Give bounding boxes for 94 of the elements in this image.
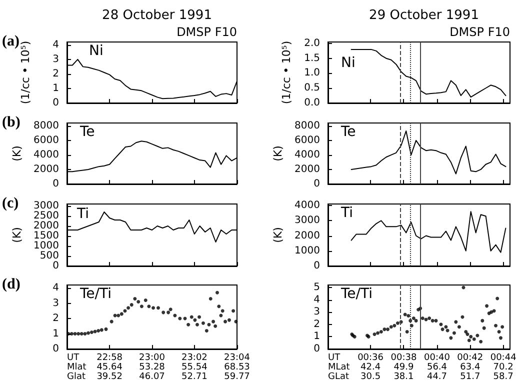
text: UT Mlat Glat xyxy=(67,352,87,382)
y-tick-label: 2000 xyxy=(34,220,59,232)
y-tick-label: 1000 xyxy=(294,245,320,256)
y-axis-title: (K) xyxy=(272,227,285,243)
y-axis-title: (K) xyxy=(272,146,285,162)
series-label: Te/Ti xyxy=(79,286,112,302)
y-tick-label: 2000 xyxy=(294,164,320,175)
text: 68.53 xyxy=(224,362,250,372)
y-tick-label: 3000 xyxy=(34,200,59,212)
y-tick-label: 5 xyxy=(314,282,320,293)
text: 63.4 xyxy=(460,362,480,372)
series-label: Ni xyxy=(89,43,104,59)
y-tick-label: 2500 xyxy=(34,210,59,222)
x-tick-label: 22:58 xyxy=(96,352,123,363)
y-tick-label: 0 xyxy=(52,260,59,272)
x-tick-label: 23:00 xyxy=(139,352,166,363)
y-axis-title: (1/cc • 10⁵) xyxy=(19,40,32,104)
y-tick-label: 1 xyxy=(52,328,59,340)
text: UT MLat GLat xyxy=(328,352,350,382)
text: Te xyxy=(340,124,356,140)
y-tick-label: 4 xyxy=(52,282,59,294)
x-tick-label: 00:42 xyxy=(457,352,484,363)
x-tick-label: 00:44 xyxy=(490,352,517,363)
y-tick-label: 0.0 xyxy=(304,98,320,108)
text: (a) xyxy=(2,34,20,50)
text: 45.64 xyxy=(96,362,123,372)
text: 44.7 xyxy=(426,372,448,382)
y-tick-label: 0.5 xyxy=(304,82,320,94)
text: 51.7 xyxy=(460,372,480,382)
y-tick-label: 0 xyxy=(52,344,59,354)
y-tick-label: 1500 xyxy=(34,230,59,242)
text: 53.28 xyxy=(139,362,166,372)
text: 46.07 xyxy=(139,372,165,382)
series-label: Ti xyxy=(76,206,90,222)
x-tick-label: 00:36 xyxy=(358,352,384,363)
series-label: Ni xyxy=(341,55,356,71)
chart-title: 28 October 1991 xyxy=(102,8,212,23)
text: 49.9 xyxy=(394,362,414,372)
text: 38.1 xyxy=(394,372,414,382)
y-tick-label: 2 xyxy=(52,313,59,324)
y-tick-label: 4 xyxy=(52,39,59,50)
y-tick-label: 8000 xyxy=(294,120,320,132)
y-tick-label: 1 xyxy=(52,82,59,94)
y-axis-title: (1/cc • 10⁵) xyxy=(280,40,293,104)
text: 39.52 xyxy=(96,372,122,382)
y-tick-label: 4000 xyxy=(34,149,59,160)
text: Te/Ti xyxy=(340,286,373,302)
text: 70.2 xyxy=(493,362,514,372)
text: DMSP F10 xyxy=(176,25,238,39)
series-label: Te xyxy=(79,124,95,140)
y-axis-title: (K) xyxy=(10,146,24,162)
x-tick-label: 23:04 xyxy=(224,352,250,363)
y-tick-label: 0 xyxy=(52,178,59,190)
y-tick-label: 3 xyxy=(52,54,59,65)
y-tick-label: 6000 xyxy=(34,134,59,146)
y-tick-label: 3000 xyxy=(294,215,320,226)
y-tick-label: 1000 xyxy=(34,240,59,252)
y-tick-label: 3 xyxy=(52,298,59,309)
y-axis-title: (K) xyxy=(10,227,24,243)
y-tick-label: 0 xyxy=(314,344,320,354)
y-tick-label: 2.0 xyxy=(304,38,320,49)
x-tick-label: 00:38 xyxy=(390,352,417,363)
text: 55.54 xyxy=(182,362,208,372)
y-tick-label: 0 xyxy=(52,98,59,108)
x-tick-label: 00:40 xyxy=(424,352,450,363)
text: 58.7 xyxy=(493,372,514,382)
y-tick-label: 500 xyxy=(40,250,59,262)
y-tick-label: 2000 xyxy=(34,164,59,175)
y-tick-label: 4000 xyxy=(294,200,320,212)
y-tick-label: 4 xyxy=(314,294,320,306)
y-tick-label: 8000 xyxy=(34,120,59,132)
y-tick-label: 4000 xyxy=(294,149,320,160)
y-tick-label: 6000 xyxy=(294,134,320,146)
text: 56.4 xyxy=(426,362,448,372)
y-tick-label: 2000 xyxy=(294,230,320,242)
text: 59.77 xyxy=(224,372,250,382)
text: DMSP F10 xyxy=(450,25,510,39)
text: (c) xyxy=(2,196,19,212)
text: 52.71 xyxy=(182,372,208,382)
series-label: Ti xyxy=(340,205,354,221)
text: 30.5 xyxy=(360,372,381,382)
y-tick-label: 1 xyxy=(314,331,320,342)
y-tick-label: 2 xyxy=(52,68,59,80)
y-tick-label: 1.0 xyxy=(304,68,320,79)
x-tick-label: 23:02 xyxy=(181,352,208,363)
text: (b) xyxy=(2,114,20,130)
text: (d) xyxy=(2,276,20,292)
y-tick-label: 3 xyxy=(314,306,320,318)
text: 42.4 xyxy=(360,362,381,372)
y-tick-label: 2 xyxy=(314,318,320,330)
y-tick-label: 0 xyxy=(314,178,320,190)
y-tick-label: 0 xyxy=(314,260,320,272)
chart-title: 29 October 1991 xyxy=(369,8,479,23)
y-tick-label: 1.5 xyxy=(304,52,320,64)
